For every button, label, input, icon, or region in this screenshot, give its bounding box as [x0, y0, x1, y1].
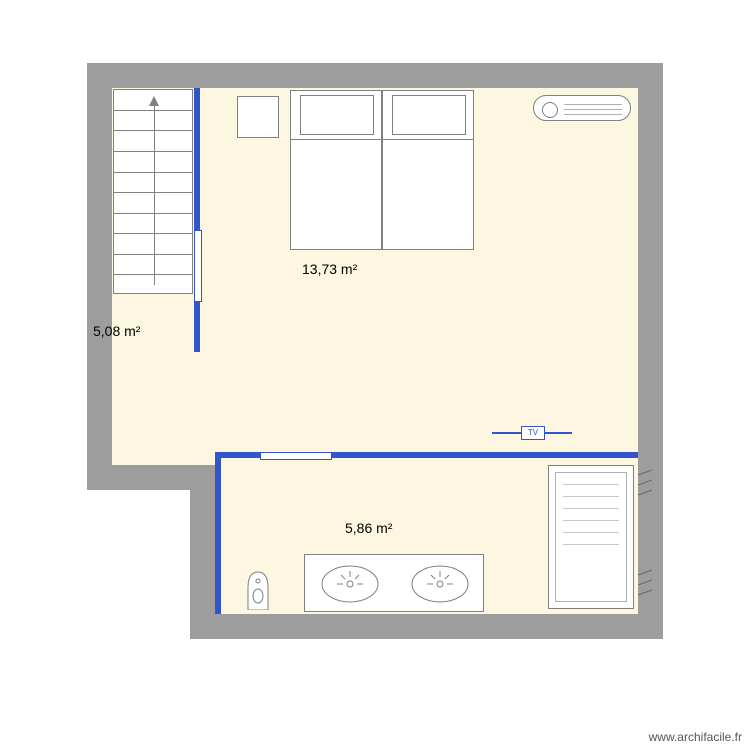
stair-wall-vertical: [194, 88, 200, 352]
ac-unit: [533, 95, 631, 121]
shower: [548, 465, 634, 609]
stair-door-opening: [194, 230, 202, 302]
tv-label-box: TV: [521, 426, 545, 440]
bedroom-area-label: 13,73 m²: [302, 261, 357, 277]
credit-text: www.archifacile.fr: [649, 730, 742, 744]
bathroom-area-label: 5,86 m²: [345, 520, 392, 536]
bed-2-pillow: [392, 95, 466, 135]
bed-1: [290, 90, 382, 250]
bathroom-wall-vertical: [215, 452, 221, 614]
toilet: [244, 570, 272, 610]
stair-arrow-head: [149, 96, 159, 106]
cutout-void: [87, 490, 190, 639]
bed-1-pillow: [300, 95, 374, 135]
shower-door-marks: [638, 470, 652, 600]
bathroom-door-opening: [260, 452, 332, 460]
stair-area-label: 5,08 m²: [93, 323, 140, 339]
stairs: [113, 89, 193, 294]
bed-2: [382, 90, 474, 250]
cutout-wall-right: [190, 465, 215, 639]
nightstand: [237, 96, 279, 138]
vanity: [304, 554, 484, 612]
stair-arrow-shaft: [154, 105, 155, 285]
floorplan-canvas: TV: [0, 0, 750, 750]
